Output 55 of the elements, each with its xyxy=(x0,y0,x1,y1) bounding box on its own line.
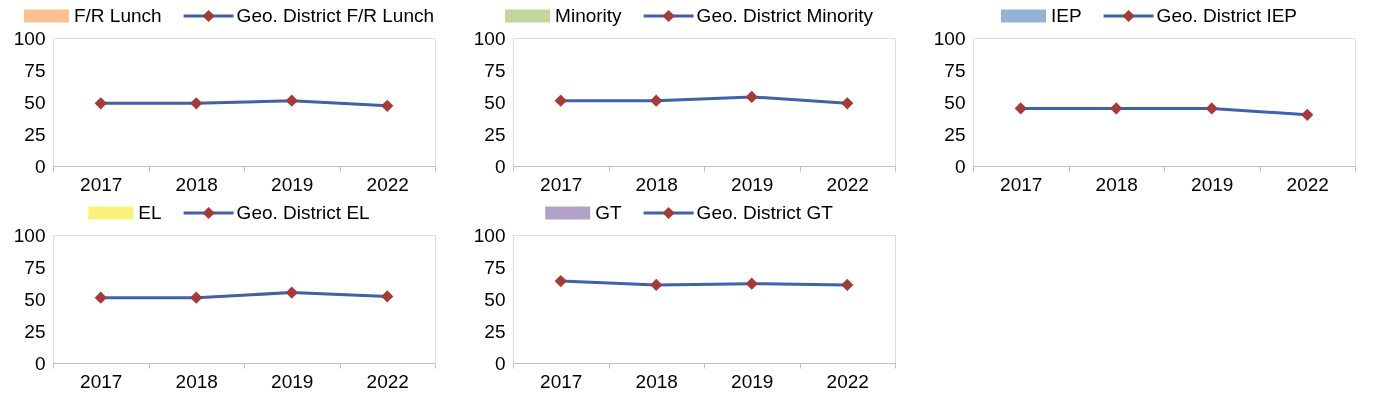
legend-label: Geo. District GT xyxy=(696,202,834,223)
y-tick-label: 0 xyxy=(34,352,46,374)
x-tick-label: 2018 xyxy=(175,173,218,195)
x-tick-label: 2018 xyxy=(175,370,218,392)
legend-label: Geo. District Minority xyxy=(696,5,874,26)
x-tick-label: 2017 xyxy=(1000,173,1043,195)
y-tick-label: 25 xyxy=(24,320,46,342)
y-tick-label: 75 xyxy=(24,59,46,81)
legend-label: IEP xyxy=(1050,5,1082,26)
legend-label: F/R Lunch xyxy=(73,5,162,26)
x-tick-label: 2018 xyxy=(635,370,678,392)
legend-label: Geo. District F/R Lunch xyxy=(236,5,435,26)
y-tick-label: 100 xyxy=(473,27,506,49)
y-tick-label: 0 xyxy=(954,155,966,177)
y-tick-label: 75 xyxy=(24,256,46,278)
y-tick-label: 50 xyxy=(24,91,46,113)
legend-label: EL xyxy=(138,202,162,223)
x-tick-label: 2022 xyxy=(826,173,869,195)
legend-label: Geo. District EL xyxy=(236,202,370,223)
x-tick-label: 2017 xyxy=(80,370,123,392)
x-tick-label: 2019 xyxy=(731,173,774,195)
x-tick-label: 2019 xyxy=(731,370,774,392)
x-tick-label: 2017 xyxy=(540,173,583,195)
y-tick-label: 100 xyxy=(13,224,46,246)
y-tick-label: 0 xyxy=(34,155,46,177)
x-tick-label: 2017 xyxy=(80,173,123,195)
legend-label: Minority xyxy=(555,5,623,26)
y-tick-label: 25 xyxy=(484,320,506,342)
y-tick-label: 0 xyxy=(494,155,506,177)
y-tick-label: 50 xyxy=(24,288,46,310)
y-tick-label: 0 xyxy=(494,352,506,374)
x-tick-label: 2018 xyxy=(1095,173,1138,195)
y-tick-label: 100 xyxy=(473,224,506,246)
y-tick-label: 100 xyxy=(933,27,966,49)
y-tick-label: 75 xyxy=(484,256,506,278)
y-tick-label: 75 xyxy=(944,59,966,81)
y-tick-label: 100 xyxy=(13,27,46,49)
legend-label: Geo. District IEP xyxy=(1156,5,1298,26)
y-tick-label: 75 xyxy=(484,59,506,81)
x-tick-label: 2017 xyxy=(540,370,583,392)
x-tick-label: 2022 xyxy=(826,370,869,392)
y-tick-label: 25 xyxy=(24,123,46,145)
x-tick-label: 2019 xyxy=(1191,173,1234,195)
x-tick-label: 2022 xyxy=(1286,173,1329,195)
x-tick-label: 2018 xyxy=(635,173,678,195)
y-tick-label: 50 xyxy=(484,91,506,113)
y-tick-label: 25 xyxy=(484,123,506,145)
x-tick-label: 2019 xyxy=(271,173,314,195)
y-tick-label: 50 xyxy=(484,288,506,310)
legend-label: GT xyxy=(595,202,622,223)
x-tick-label: 2022 xyxy=(366,173,409,195)
x-tick-label: 2019 xyxy=(271,370,314,392)
y-tick-label: 50 xyxy=(944,91,966,113)
y-tick-label: 25 xyxy=(944,123,966,145)
x-tick-label: 2022 xyxy=(366,370,409,392)
